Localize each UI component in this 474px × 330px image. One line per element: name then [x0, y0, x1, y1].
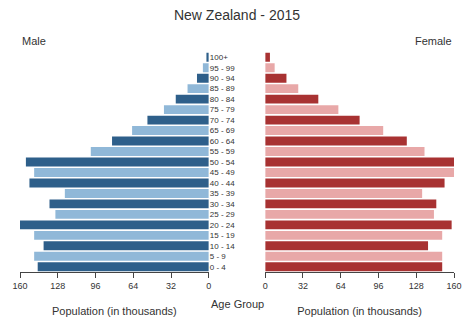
svg-text:35 - 39: 35 - 39: [210, 189, 235, 198]
svg-text:15 - 19: 15 - 19: [210, 231, 235, 240]
svg-text:96: 96: [91, 281, 101, 291]
svg-text:60 - 64: 60 - 64: [210, 137, 235, 146]
svg-text:0 - 4: 0 - 4: [210, 263, 227, 272]
svg-text:20 - 24: 20 - 24: [210, 221, 235, 230]
svg-text:100+: 100+: [210, 53, 228, 62]
svg-text:80 - 84: 80 - 84: [210, 95, 235, 104]
svg-text:25 - 29: 25 - 29: [210, 210, 235, 219]
svg-text:55 - 59: 55 - 59: [210, 147, 235, 156]
svg-text:160: 160: [12, 281, 27, 291]
svg-text:75 - 79: 75 - 79: [210, 105, 235, 114]
svg-text:0: 0: [263, 281, 268, 291]
svg-text:64: 64: [336, 281, 346, 291]
svg-text:40 - 44: 40 - 44: [210, 179, 235, 188]
svg-text:64: 64: [128, 281, 138, 291]
svg-text:65 - 69: 65 - 69: [210, 126, 235, 135]
svg-text:95 - 99: 95 - 99: [210, 64, 235, 73]
svg-text:0: 0: [206, 281, 211, 291]
svg-text:Population (in thousands): Population (in thousands): [297, 305, 422, 317]
svg-text:50 - 54: 50 - 54: [210, 158, 235, 167]
svg-text:New Zealand - 2015: New Zealand - 2015: [174, 7, 300, 23]
svg-text:Population (in thousands): Population (in thousands): [52, 305, 177, 317]
svg-text:10 - 14: 10 - 14: [210, 242, 235, 251]
svg-text:85 - 89: 85 - 89: [210, 84, 235, 93]
svg-text:70 - 74: 70 - 74: [210, 116, 235, 125]
svg-text:5 - 9: 5 - 9: [210, 252, 227, 261]
svg-text:90 - 94: 90 - 94: [210, 74, 235, 83]
svg-text:128: 128: [409, 281, 424, 291]
svg-text:Age Group: Age Group: [211, 298, 264, 310]
svg-text:160: 160: [446, 281, 461, 291]
svg-text:32: 32: [298, 281, 308, 291]
svg-text:32: 32: [166, 281, 176, 291]
svg-text:128: 128: [50, 281, 65, 291]
svg-text:30 - 34: 30 - 34: [210, 200, 235, 209]
svg-text:Female: Female: [415, 35, 452, 47]
svg-text:45 - 49: 45 - 49: [210, 168, 235, 177]
svg-text:Male: Male: [22, 35, 46, 47]
svg-text:96: 96: [373, 281, 383, 291]
